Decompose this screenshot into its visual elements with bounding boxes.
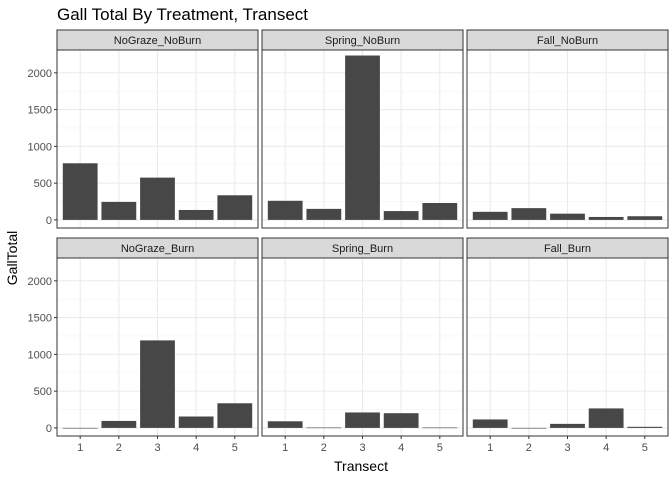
x-tick-label: 1: [282, 442, 288, 454]
bar-NoGraze_Burn-transect-1: [62, 427, 98, 429]
bar-Fall_Burn-transect-4: [588, 408, 624, 428]
bar-Spring_Burn-transect-1: [267, 421, 303, 428]
x-tick-label: 5: [437, 442, 443, 454]
bar-Spring_Burn-transect-3: [345, 412, 380, 428]
bar-NoGraze_Burn-transect-4: [178, 416, 214, 428]
bar-Spring_NoBurn-transect-4: [383, 211, 419, 220]
bar-Spring_Burn-transect-2: [306, 427, 342, 429]
facet-strip-label: NoGraze_Burn: [121, 243, 194, 255]
bar-Spring_NoBurn-transect-2: [306, 208, 342, 220]
bar-Spring_NoBurn-transect-1: [267, 200, 303, 220]
x-tick-label: 1: [77, 442, 83, 454]
y-tick-label: 0: [46, 215, 52, 227]
bar-Fall_Burn-transect-1: [472, 419, 508, 428]
bar-Fall_Burn-transect-5: [627, 426, 663, 428]
facet-strip-label: Spring_Burn: [332, 243, 393, 255]
bar-Fall_NoBurn-transect-1: [472, 211, 508, 220]
y-tick-label: 2000: [28, 276, 52, 288]
facet-strip-label: Spring_NoBurn: [325, 35, 400, 47]
y-tick-label: 1500: [28, 313, 52, 325]
facet-panel-Spring_NoBurn: Spring_NoBurn: [261, 29, 464, 229]
y-tick-label: 1000: [28, 349, 52, 361]
facet-panel-Fall_NoBurn: Fall_NoBurn: [466, 29, 669, 229]
x-tick-label: 2: [526, 442, 532, 454]
bar-NoGraze_Burn-transect-2: [101, 420, 137, 428]
x-tick-label: 2: [321, 442, 327, 454]
x-tick-label: 3: [564, 442, 570, 454]
bar-Spring_NoBurn-transect-5: [422, 202, 458, 220]
bar-NoGraze_NoBurn-transect-4: [178, 209, 214, 220]
bar-Fall_Burn-transect-3: [550, 423, 585, 428]
bar-Spring_Burn-transect-4: [383, 413, 419, 428]
chart-title: Gall Total By Treatment, Transect: [57, 5, 308, 24]
x-tick-label: 1: [487, 442, 493, 454]
facet-panel-NoGraze_NoBurn: NoGraze_NoBurn 0 500 1000 1500 2000: [28, 29, 259, 229]
x-tick-label: 4: [603, 442, 609, 454]
bar-Spring_NoBurn-transect-3: [345, 55, 380, 220]
y-tick-label: 2000: [28, 68, 52, 80]
bar-Fall_NoBurn-transect-5: [627, 216, 663, 220]
y-tick-label: 1500: [28, 105, 52, 117]
x-tick-label: 3: [154, 442, 160, 454]
bar-NoGraze_Burn-transect-3: [140, 340, 175, 428]
x-axis-title: Transect: [334, 458, 388, 474]
bar-NoGraze_Burn-transect-5: [217, 403, 253, 428]
facet-panel-NoGraze_Burn: NoGraze_Burn 0 500 1000 1500 2000 1 2 3 4 5: [28, 237, 259, 454]
facet-strip-label: Fall_NoBurn: [537, 35, 598, 47]
panel-border: [261, 49, 464, 229]
bar-NoGraze_NoBurn-transect-3: [140, 177, 175, 220]
y-tick-label: 500: [34, 178, 52, 190]
panel-border: [466, 49, 669, 229]
bar-NoGraze_NoBurn-transect-2: [101, 201, 137, 220]
facet-strip-label: NoGraze_NoBurn: [114, 35, 201, 47]
facet-strip-label: Fall_Burn: [544, 243, 591, 255]
x-tick-label: 3: [359, 442, 365, 454]
facet-panels: NoGraze_NoBurn0500100015002000Spring_NoB…: [28, 29, 669, 454]
bar-NoGraze_NoBurn-transect-5: [217, 195, 253, 220]
facet-panel-Spring_Burn: Spring_Burn 1 2 3 4 5: [261, 237, 464, 454]
bar-Fall_Burn-transect-2: [511, 427, 547, 429]
y-axis-title: GallTotal: [4, 231, 20, 285]
y-tick-label: 1000: [28, 141, 52, 153]
x-tick-label: 4: [398, 442, 404, 454]
bar-NoGraze_NoBurn-transect-1: [62, 163, 98, 220]
y-tick-label: 0: [46, 423, 52, 435]
x-tick-label: 5: [642, 442, 648, 454]
x-tick-label: 4: [193, 442, 199, 454]
x-tick-label: 2: [116, 442, 122, 454]
facet-panel-Fall_Burn: Fall_Burn 1 2 3 4 5: [466, 237, 669, 454]
panel-border: [56, 49, 259, 229]
bar-Fall_NoBurn-transect-2: [511, 208, 547, 220]
bar-Spring_Burn-transect-5: [422, 427, 458, 429]
bar-Fall_NoBurn-transect-3: [550, 213, 585, 220]
x-tick-label: 5: [232, 442, 238, 454]
bar-Fall_NoBurn-transect-4: [588, 216, 624, 220]
y-tick-label: 500: [34, 386, 52, 398]
